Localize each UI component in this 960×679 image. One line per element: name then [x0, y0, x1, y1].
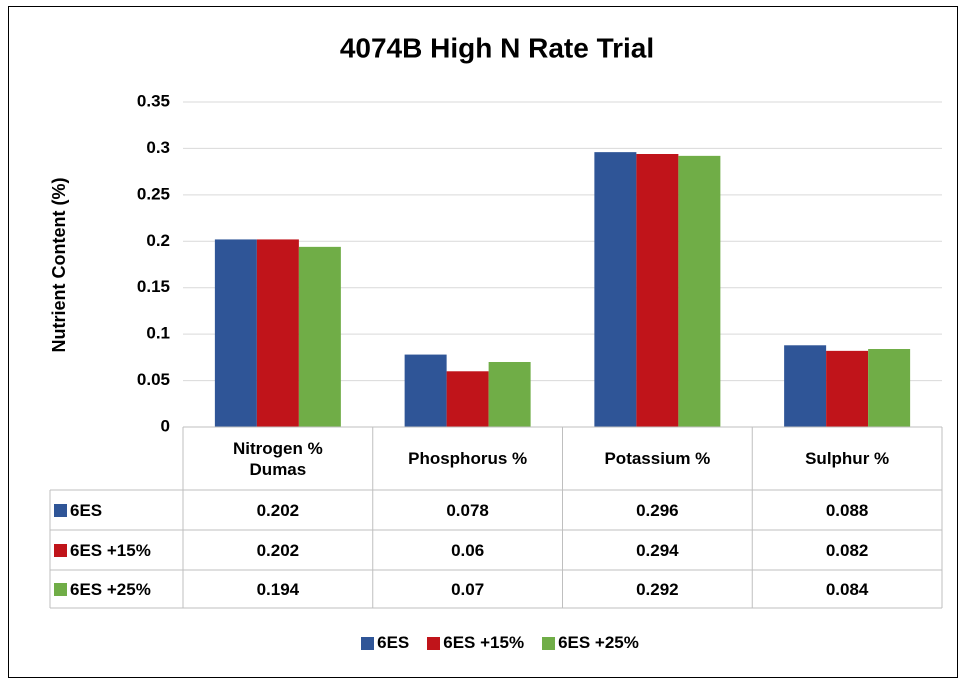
chart-border [8, 6, 958, 678]
bar [488, 362, 531, 427]
y-tick-label: 0.15 [137, 277, 170, 296]
table-value: 0.292 [636, 579, 679, 599]
bar [826, 350, 869, 427]
bar [404, 354, 447, 427]
legend-key [54, 543, 67, 557]
bar [678, 155, 721, 427]
table-value: 0.294 [636, 540, 679, 560]
bar [256, 239, 299, 427]
bar [784, 345, 827, 427]
y-tick-label: 0.3 [146, 138, 170, 157]
series-name: 6ES [70, 500, 103, 520]
x-tick-label: Nitrogen % Dumas [233, 438, 323, 479]
table-value: 0.078 [446, 500, 489, 520]
legend-label: 6ES +15% [443, 633, 525, 652]
table-value: 0.202 [256, 540, 300, 560]
chart-title: 4074B High N Rate Trial [340, 32, 654, 63]
x-tick-label: Potassium % [604, 449, 711, 468]
table-value: 0.202 [256, 500, 300, 520]
y-tick-label: 0.1 [146, 324, 170, 343]
series-name: 6ES +15% [70, 540, 151, 560]
legend-swatch [361, 636, 375, 650]
table-row-header: 6ES [54, 490, 181, 530]
legend-item: 6ES [361, 632, 409, 654]
table-value: 0.194 [256, 579, 300, 599]
legend-swatch [542, 636, 556, 650]
bar [594, 152, 637, 427]
bar [636, 154, 679, 427]
table-value: 0.07 [451, 579, 485, 599]
x-tick-label: Phosphorus % [408, 449, 528, 468]
table-row-header: 6ES +25% [54, 570, 181, 608]
table-value: 0.06 [451, 540, 485, 560]
legend-label: 6ES [377, 633, 410, 652]
legend-key [54, 582, 67, 596]
bar [868, 349, 911, 427]
y-tick-label: 0 [161, 416, 170, 435]
table-value: 0.296 [636, 500, 679, 520]
table-row-header: 6ES +15% [54, 530, 181, 570]
legend: 6ES 6ES +15% 6ES +25% [200, 632, 800, 654]
series-name: 6ES +25% [70, 579, 151, 599]
bar [446, 371, 489, 427]
y-tick-label: 0.25 [137, 184, 170, 203]
y-axis-label: Nutrient Content (%) [49, 178, 69, 353]
legend-swatch [427, 636, 441, 650]
y-tick-label: 0.05 [137, 370, 170, 389]
y-tick-label: 0.2 [146, 231, 170, 250]
table-value: 0.082 [825, 540, 869, 560]
x-tick-label: Sulphur % [805, 449, 890, 468]
table-value: 0.088 [825, 500, 869, 520]
table-value: 0.084 [825, 579, 869, 599]
legend-item: 6ES +15% [427, 632, 524, 654]
legend-key [54, 503, 67, 517]
legend-item: 6ES +25% [542, 632, 639, 654]
bar [214, 239, 257, 427]
y-tick-label: 0.35 [137, 91, 170, 110]
legend-label: 6ES +25% [558, 633, 639, 652]
bar [298, 246, 341, 427]
